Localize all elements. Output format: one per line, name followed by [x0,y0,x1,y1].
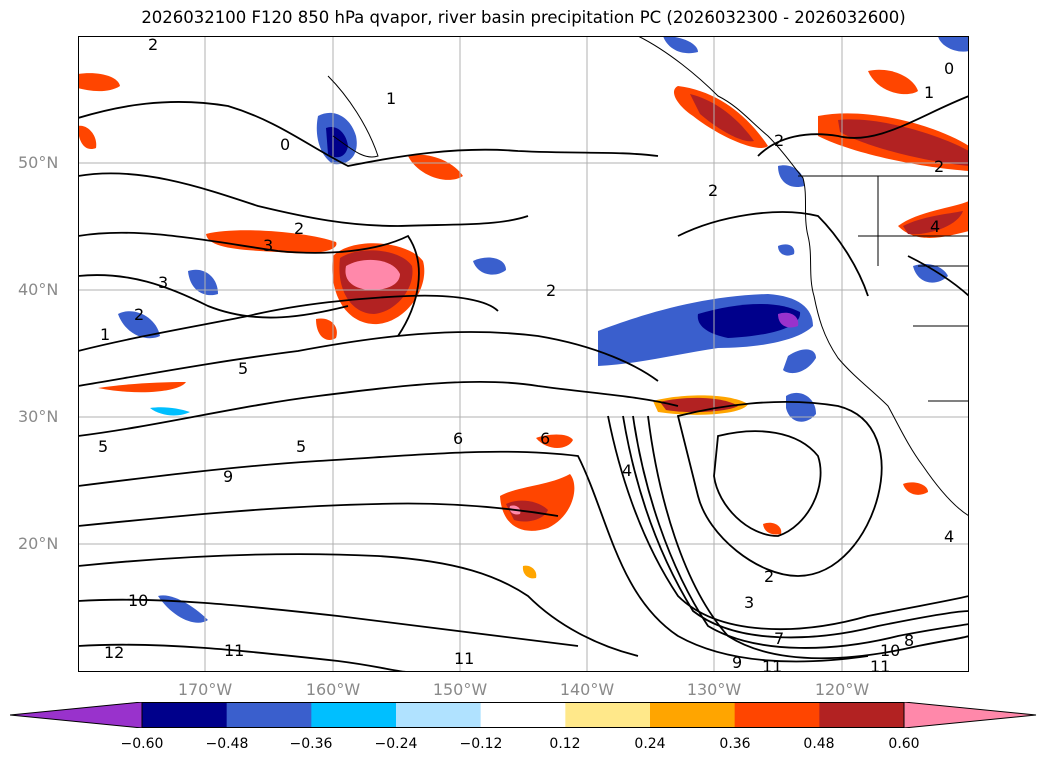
contour-label: 5 [296,437,306,456]
contour-label: 4 [622,461,632,480]
colorbar-extend-low [10,702,142,728]
graticule [78,36,969,672]
contour-label: 0 [944,59,954,78]
contour-label: 6 [453,429,463,448]
contour-label: 4 [930,217,940,236]
contour-labels: 2 0 1 2 3 2 3 2 1 5 5 9 6 5 6 4 2 3 10 1… [98,36,954,672]
contour-label: 1 [386,89,396,108]
contour-label: 11 [762,657,782,672]
contour-label: 12 [104,643,124,662]
lat-label-50n: 50°N [18,153,59,172]
colorbar-tick: 0.48 [803,736,835,752]
contour-label: 1 [100,325,110,344]
contour-label: 9 [223,467,233,486]
map-frame [78,36,969,672]
colorbar [10,702,1037,728]
colorbar-tick: 0.12 [549,736,581,752]
colorbar-segment [650,702,736,728]
contour-label: 7 [774,629,784,648]
contour-label: 6 [540,429,550,448]
lon-label-150w: 150°W [432,680,488,699]
contour-label: 0 [280,135,290,154]
colorbar-segment [311,702,397,728]
contour-label: 2 [708,181,718,200]
colorbar-segment [734,702,820,728]
colorbar-tick: −0.12 [459,736,503,752]
contour-label: 5 [98,437,108,456]
lon-label-160w: 160°W [305,680,361,699]
colorbar-segment [396,702,482,728]
contour-label: 11 [224,641,244,660]
contour-label: 8 [904,631,914,650]
lon-label-140w: 140°W [559,680,615,699]
contour-label: 2 [294,219,304,238]
colorbar-tick: 0.24 [634,736,666,752]
colorbar-segment [565,702,651,728]
colorbar-segment [819,702,905,728]
colorbar-segment [142,702,228,728]
colorbar-segment [226,702,312,728]
contour-label: 5 [238,359,248,378]
map-title: 2026032100 F120 850 hPa qvapor, river ba… [141,8,906,27]
colorbar-tick: 0.60 [888,736,920,752]
contour-label: 11 [454,649,474,668]
qvapor-contours [78,95,969,672]
colorbar-segment [480,702,566,728]
colorbar-tick: −0.48 [205,736,249,752]
contour-label: 2 [148,36,158,54]
contour-label: 3 [158,273,168,292]
contour-label: 2 [546,281,556,300]
lat-label-30n: 30°N [18,407,59,426]
colorbar-tick: −0.36 [289,736,333,752]
contour-label: 10 [880,641,900,660]
contour-label: 2 [764,567,774,586]
lat-label-20n: 20°N [18,534,59,553]
lon-label-120w: 120°W [814,680,870,699]
colorbar-tick: −0.24 [374,736,418,752]
contour-label: 9 [732,653,742,672]
lat-label-40n: 40°N [18,280,59,299]
contour-label: 3 [744,593,754,612]
contour-label: 4 [944,527,954,546]
lon-label-130w: 130°W [686,680,742,699]
contour-label: 1 [924,83,934,102]
contour-label: 2 [774,131,784,150]
colorbar-tick: −0.60 [120,736,164,752]
coastline [327,36,969,517]
contour-label: 2 [934,157,944,176]
contour-label: 2 [134,305,144,324]
contour-label: 10 [128,591,148,610]
precip-shading [78,36,969,623]
colorbar-tick: 0.36 [719,736,751,752]
contour-label: 3 [263,236,273,255]
contour-label: 11 [870,657,890,672]
lon-label-170w: 170°W [177,680,233,699]
map-panel: 2 0 1 2 3 2 3 2 1 5 5 9 6 5 6 4 2 3 10 1… [78,36,969,672]
colorbar-extend-high [904,702,1036,728]
